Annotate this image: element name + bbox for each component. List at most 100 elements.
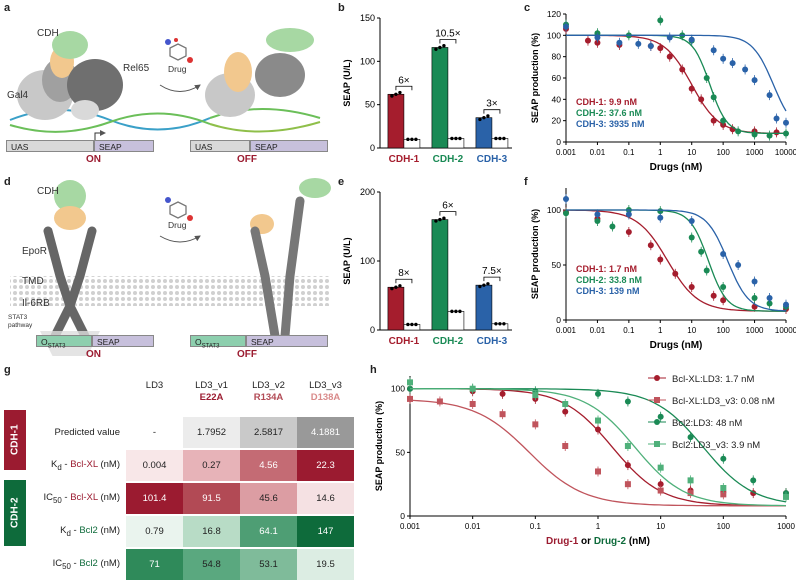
data-point [751, 131, 758, 138]
data-point [414, 137, 418, 142]
data-point [687, 477, 694, 484]
data-point [594, 218, 601, 224]
x-tick-label: 0.001 [556, 326, 577, 335]
col-header-ld3-v2: LD3_v2 R134A [240, 370, 297, 417]
seap-box-d-off: SEAP [246, 335, 328, 347]
y-tick-label: 80 [552, 52, 562, 62]
x-tick-label: 100 [716, 148, 730, 157]
data-point [710, 47, 717, 54]
y-axis-label: SEAP production (%) [374, 401, 384, 491]
legend-entry: CDH-3: 139 nM [576, 286, 640, 296]
chart-h: 0 50 100 0.001 0.01 0.1 1 10 100 1000 SEAP product… [374, 374, 795, 547]
data-point [624, 481, 631, 488]
x-tick-label: 0.01 [465, 522, 481, 531]
y-tick-label: 200 [360, 187, 375, 197]
legend-entry: CDH-1: 9.9 nM [576, 97, 637, 107]
x-axis-label-part: or [578, 536, 594, 547]
data-point [751, 295, 758, 301]
x-tick-label: 1000 [746, 326, 764, 335]
fit-curve-bcl-xl-ld3-v3 [409, 399, 786, 507]
bar-no-drug [475, 284, 493, 331]
data-point [595, 390, 601, 397]
data-point [735, 262, 742, 268]
data-point [698, 248, 705, 255]
off-label-d: OFF [237, 349, 257, 360]
seap-box-off: SEAP [250, 140, 328, 152]
data-point [742, 66, 749, 73]
data-point [595, 426, 601, 433]
x-tick-label: 0.01 [590, 326, 606, 335]
data-point [766, 300, 773, 307]
table-cell: 16.8 [183, 515, 240, 549]
category-label: CDH-3 [477, 336, 508, 347]
data-point [584, 37, 591, 44]
col-header-ld3-v1: LD3_v1 E22A [183, 370, 240, 417]
data-point [666, 34, 673, 41]
row-label: IC50 - Bcl-XL (nM) [26, 482, 126, 516]
ostat3-box-on: OSTAT3 [36, 335, 92, 350]
data-point [647, 242, 654, 249]
x-tick-label: 0.001 [556, 148, 577, 157]
y-tick-label: 60 [552, 73, 562, 83]
table-cell: 14.6 [297, 482, 354, 516]
panel-label-g: g [4, 364, 11, 376]
y-axis-label: SEAP (U/L) [342, 59, 352, 106]
data-point [688, 284, 695, 290]
data-point [766, 132, 773, 139]
x-tick-label: 0.1 [623, 148, 635, 157]
rel65-label: Rel65 [123, 63, 150, 74]
data-point [720, 251, 727, 257]
x-tick-label: 100 [716, 326, 730, 335]
x-tick-label: 100 [717, 522, 731, 531]
data-point [624, 443, 631, 449]
cdh-label-a: CDH [37, 28, 59, 39]
legend-entry: Bcl-XL:LD3: 1.7 nM [672, 374, 754, 385]
y-tick-label: 150 [360, 13, 375, 23]
data-point [494, 322, 498, 326]
data-point [458, 309, 462, 314]
x-tick-label: 10000 [775, 148, 796, 157]
seap-box-on: SEAP [94, 140, 154, 152]
data-point [687, 490, 694, 497]
bar-no-drug [475, 117, 493, 149]
data-point [657, 17, 664, 24]
data-point [616, 39, 623, 46]
x-tick-label: 1 [658, 326, 663, 335]
data-point [450, 136, 454, 141]
data-point [438, 217, 442, 222]
x-tick-label: 10 [656, 522, 665, 531]
table-cell: 147 [297, 515, 354, 549]
data-point [688, 234, 695, 241]
row-label: Kd - Bcl-XL (nM) [26, 449, 126, 483]
data-point [720, 55, 727, 62]
cdh-label-d: CDH [37, 186, 59, 197]
y-tick-label: 0 [556, 137, 561, 147]
data-point [783, 301, 789, 308]
data-point [562, 443, 569, 449]
data-point [563, 210, 569, 217]
fold-bracket [483, 109, 501, 114]
data-point [594, 34, 601, 41]
data-point [679, 66, 686, 73]
table-row: IC50 - Bcl-XL (nM) 101.4 91.5 45.6 14.6 [26, 482, 354, 516]
y-axis-label: SEAP (U/L) [342, 237, 352, 284]
panel-label-f: f [524, 176, 528, 188]
data-point [482, 115, 486, 120]
data-point [720, 491, 727, 498]
data-point [750, 477, 757, 484]
y-tick-label: 100 [547, 30, 561, 40]
chart-c: 0 20 40 60 80 100 120 0.001 0.01 0.1 1 10 100 1000 100… [530, 9, 796, 173]
y-axis-label: SEAP production (%) [530, 33, 540, 123]
data-point [499, 390, 506, 397]
x-tick-label: 0.1 [623, 326, 635, 335]
table-cell: 45.6 [240, 482, 297, 516]
data-point [609, 223, 616, 230]
data-point [469, 385, 476, 392]
y-tick-label: 50 [365, 100, 375, 110]
bar-no-drug [431, 47, 449, 149]
table-row: Predicted value - 1.7952 2.5817 4.1881 [26, 416, 354, 450]
y-axis-label: SEAP production (%) [530, 209, 540, 299]
data-point [442, 44, 446, 48]
data-point [688, 36, 695, 43]
x-tick-label: 1 [658, 148, 663, 157]
